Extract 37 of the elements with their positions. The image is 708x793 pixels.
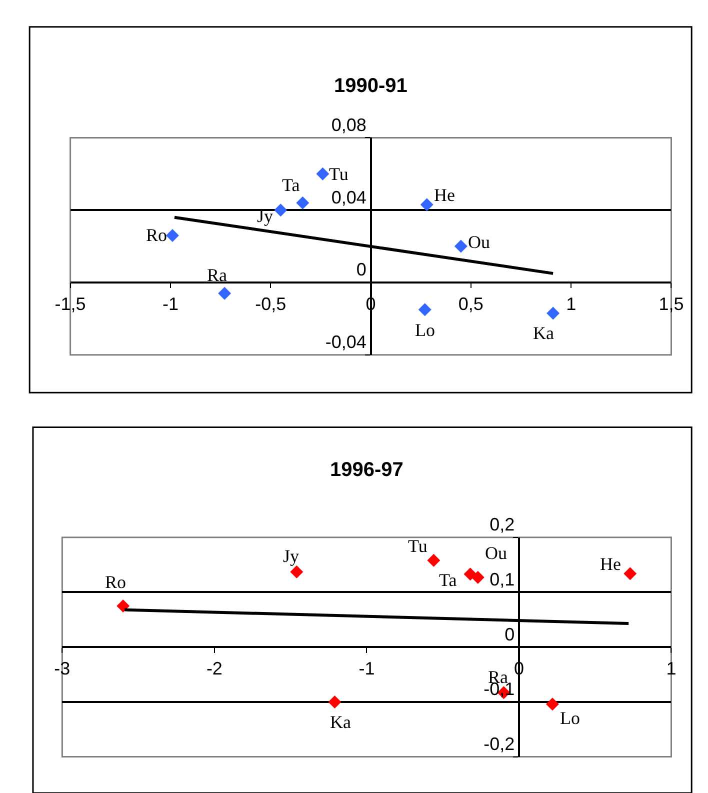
- annotation: Tu: [329, 164, 348, 184]
- y-tick-label: 0,08: [331, 114, 366, 135]
- annotation: Jy: [257, 206, 274, 226]
- x-tick-label: -0,5: [255, 294, 286, 314]
- x-tick-label: 0,5: [458, 294, 484, 314]
- x-tick-label: -1,5: [54, 294, 86, 314]
- y-tick-label: 0: [356, 260, 366, 280]
- annotation: He: [600, 554, 621, 574]
- y-tick-label: -0,2: [484, 734, 515, 754]
- annotation: Ta: [282, 175, 300, 195]
- annotation: Ka: [533, 323, 554, 343]
- annotation: Ro: [146, 225, 168, 245]
- annotation: Ra: [207, 265, 228, 285]
- annotation: Ou: [485, 543, 507, 563]
- y-tick-label: 0,1: [490, 569, 515, 590]
- annotation: Ta: [439, 570, 457, 590]
- x-tick-label: -2: [206, 658, 222, 678]
- annotation: Ou: [468, 232, 490, 252]
- x-tick-label: 1: [566, 294, 576, 314]
- chart-title: 1990-91: [334, 75, 408, 97]
- y-tick-label: 0: [504, 624, 515, 644]
- x-tick-label: -3: [54, 658, 70, 678]
- x-tick-label: 1,5: [658, 294, 684, 314]
- x-tick-label: -1: [162, 294, 178, 314]
- annotation: Jy: [283, 546, 300, 566]
- annotation: Ka: [330, 712, 351, 732]
- annotation: Tu: [408, 536, 428, 556]
- y-tick-label: 0,04: [331, 187, 366, 208]
- y-tick-label: 0,2: [490, 514, 515, 535]
- annotation: Lo: [560, 708, 580, 728]
- annotation: He: [434, 185, 455, 205]
- chart-title: 1996-97: [330, 459, 404, 481]
- annotation: Ro: [105, 572, 126, 592]
- x-tick-label: -1: [358, 658, 375, 678]
- x-tick-label: 1: [666, 658, 676, 678]
- annotation: Lo: [415, 320, 435, 340]
- y-tick-label: -0,04: [325, 332, 366, 352]
